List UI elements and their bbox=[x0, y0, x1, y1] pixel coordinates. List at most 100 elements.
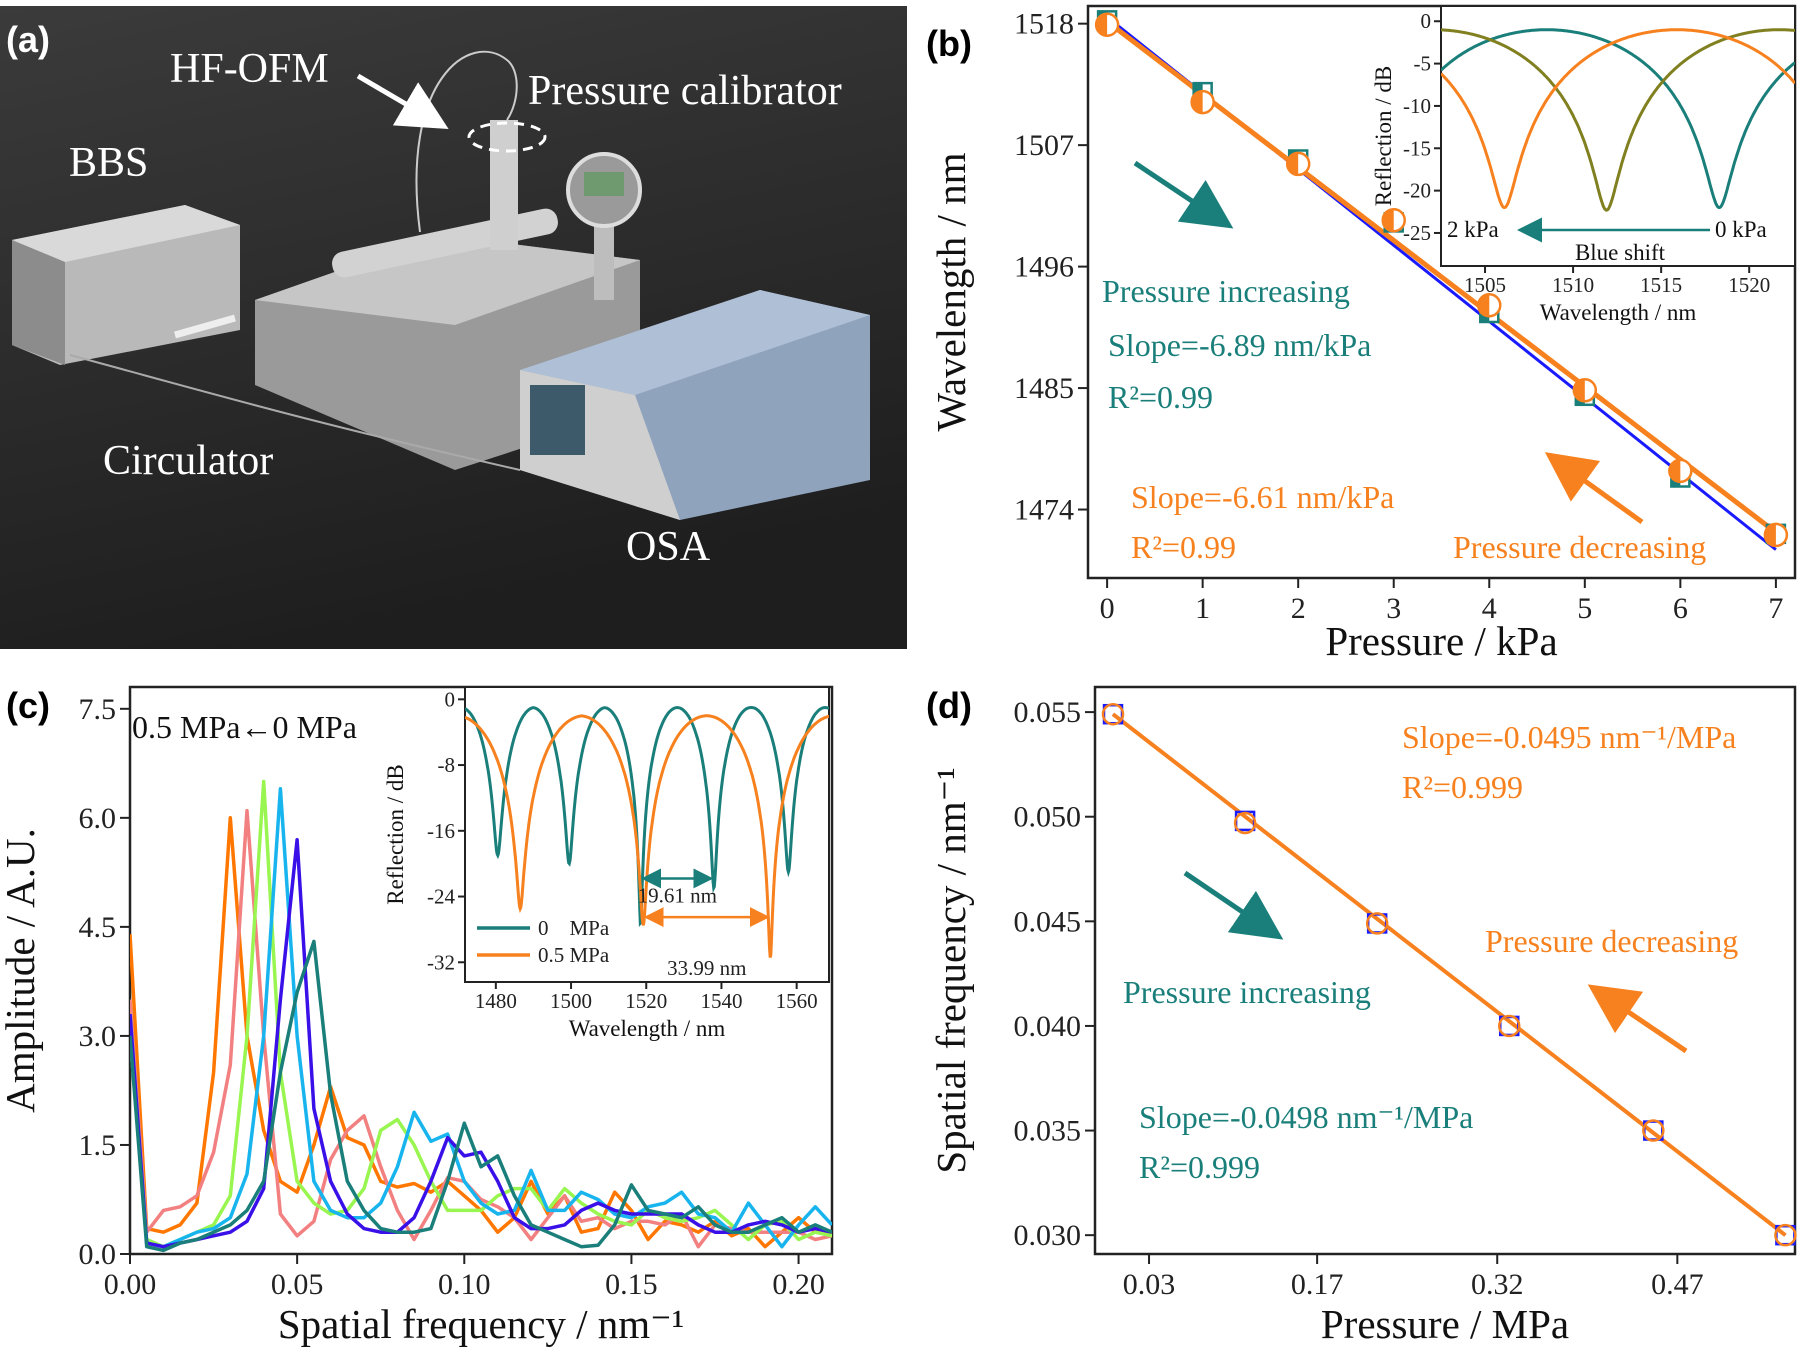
y-tick-label: 0 bbox=[445, 687, 456, 711]
y-tick-label: 0.045 bbox=[1014, 905, 1082, 938]
fit-line bbox=[1111, 712, 1787, 1237]
data-point-fill bbox=[1669, 459, 1681, 482]
panel-label-b: (b) bbox=[926, 23, 972, 64]
pressure-shift-label: 0.5 MPa←0 MPa bbox=[132, 709, 357, 745]
r2-decreasing-label: R²=0.999 bbox=[1402, 769, 1523, 805]
legend-label: 0 MPa bbox=[538, 916, 610, 940]
amplitude-series-3 bbox=[130, 779, 832, 1249]
chart-ci: 1480 1500 1520 1540 1560 0 -8 -16 -24 -32 Waveleng… bbox=[383, 686, 830, 1041]
x-tick-label: 0.32 bbox=[1471, 1268, 1524, 1301]
data-point-fill bbox=[1096, 13, 1108, 36]
y-tick-label: 0.0 bbox=[79, 1238, 117, 1271]
x-tick-label: 1540 bbox=[700, 989, 742, 1013]
circulator-device bbox=[174, 314, 236, 339]
data-point-circle bbox=[1101, 702, 1125, 726]
x-axis-title: Pressure / kPa bbox=[1325, 618, 1557, 664]
y-tick-label: 1474 bbox=[1014, 494, 1074, 527]
amplitude-series-4 bbox=[130, 787, 832, 1249]
r2-increasing-label: R²=0.99 bbox=[1108, 379, 1213, 415]
hf-ofm-highlight-ellipse bbox=[467, 121, 547, 153]
y-axis-title: Wavelength / nm bbox=[928, 152, 974, 431]
data-point-fill bbox=[1191, 91, 1203, 114]
data-point-fill bbox=[1478, 294, 1490, 317]
x-tick-label: 6 bbox=[1673, 592, 1688, 625]
y-tick-label: 7.5 bbox=[79, 693, 117, 726]
chart-d: 0.03 0.17 0.32 0.47 0.030 0.035 0.040 0.045 0.05… bbox=[928, 685, 1797, 1347]
x-axis-title: Wavelength / nm bbox=[1540, 300, 1697, 325]
y-tick-label: -16 bbox=[427, 819, 455, 843]
y-tick-label: 4.5 bbox=[79, 911, 117, 944]
x-tick-label: 0.20 bbox=[772, 1268, 825, 1301]
panel-label-c: (c) bbox=[6, 685, 50, 726]
plot-frame bbox=[1440, 5, 1796, 267]
y-axis-title: Spatial frequency / nm⁻¹ bbox=[928, 767, 974, 1173]
x-tick-label: 1 bbox=[1195, 592, 1210, 625]
y-tick-label: 0.040 bbox=[1014, 1010, 1082, 1043]
slope-increasing-label: Slope=-6.89 nm/kPa bbox=[1108, 327, 1371, 363]
x-axis-title: Wavelength / nm bbox=[569, 1016, 726, 1041]
x-tick-label: 4 bbox=[1482, 592, 1497, 625]
blue-shift-label: Blue shift bbox=[1575, 240, 1666, 265]
x-tick-label: 0.00 bbox=[104, 1268, 157, 1301]
y-tick-label: 6.0 bbox=[79, 802, 117, 835]
y-tick-label: 0.030 bbox=[1014, 1219, 1082, 1252]
y-axis-title: Amplitude / A.U. bbox=[0, 828, 43, 1113]
x-tick-label: 0.03 bbox=[1123, 1268, 1176, 1301]
y-tick-label: 3.0 bbox=[79, 1020, 117, 1053]
y-axis-title: Reflection / dB bbox=[1371, 66, 1396, 207]
data-point-fill bbox=[1382, 209, 1394, 232]
data-point-circle bbox=[1233, 811, 1257, 835]
pressure-decreasing-arrow bbox=[1587, 984, 1688, 1054]
panel-a-setup-render: HF-OFM Pressure calibrator BBS Circulato… bbox=[0, 6, 907, 649]
pressure-calibrator-label: Pressure calibrator bbox=[528, 68, 842, 114]
pressure-increasing-label: Pressure increasing bbox=[1102, 273, 1350, 309]
x-tick-label: 1520 bbox=[1728, 273, 1770, 297]
x-tick-label: 0.05 bbox=[271, 1268, 324, 1301]
data-point-circle bbox=[1365, 912, 1389, 935]
pressure-decreasing-arrow bbox=[1544, 452, 1644, 525]
x-axis-title: Spatial frequency / nm⁻¹ bbox=[278, 1301, 684, 1347]
y-tick-label: -25 bbox=[1403, 221, 1431, 245]
data-point-fill bbox=[1764, 523, 1776, 546]
data-point-fill bbox=[1573, 379, 1585, 402]
fsr-label: 19.61 nm bbox=[638, 883, 717, 907]
spectrum-line bbox=[465, 705, 829, 927]
chart-bi: 1505 1510 1515 1520 0 -5 -10 -15 -20 -25 Wavelengt… bbox=[1371, 5, 1796, 325]
amplitude-series-5 bbox=[130, 837, 832, 1249]
x-tick-label: 7 bbox=[1768, 592, 1783, 625]
x-tick-label: 0.17 bbox=[1291, 1268, 1344, 1301]
x-tick-label: 1480 bbox=[475, 989, 517, 1013]
label-2kpa: 2 kPa bbox=[1447, 217, 1499, 242]
data-point-circle bbox=[1774, 1223, 1797, 1247]
pressure-increasing-arrow bbox=[1183, 870, 1284, 940]
y-tick-label: -8 bbox=[438, 753, 456, 777]
amplitude-series-6 bbox=[130, 939, 832, 1253]
fiber bbox=[415, 50, 518, 233]
y-tick-label: 1507 bbox=[1014, 129, 1074, 162]
x-tick-label: 0.15 bbox=[605, 1268, 658, 1301]
y-tick-label: 1518 bbox=[1014, 8, 1074, 41]
charts: 0 1 2 3 4 5 6 7 1474 1485 1496 1507 1518 Pressure / k… bbox=[0, 4, 1797, 1347]
x-tick-label: 0 bbox=[1100, 592, 1115, 625]
x-tick-label: 1500 bbox=[550, 989, 592, 1013]
y-tick-label: -15 bbox=[1403, 136, 1431, 160]
y-tick-label: -32 bbox=[427, 950, 455, 974]
y-tick-label: 0.050 bbox=[1014, 801, 1082, 834]
y-tick-label: 1496 bbox=[1014, 251, 1074, 284]
pressure-decreasing-label: Pressure decreasing bbox=[1485, 923, 1738, 959]
circulator-label: Circulator bbox=[103, 438, 273, 484]
osa-device bbox=[520, 290, 870, 520]
pressure-decreasing-label: Pressure decreasing bbox=[1453, 529, 1706, 565]
x-axis-title: Pressure / MPa bbox=[1321, 1301, 1569, 1347]
plot-frame bbox=[464, 686, 830, 983]
x-tick-label: 2 bbox=[1291, 592, 1306, 625]
bbs-device bbox=[12, 205, 240, 365]
pressure-increasing-arrow bbox=[1133, 160, 1234, 229]
slope-increasing-label: Slope=-0.0498 nm⁻¹/MPa bbox=[1139, 1099, 1473, 1135]
x-tick-label: 0.47 bbox=[1651, 1268, 1704, 1301]
fit-line bbox=[1105, 19, 1778, 535]
y-tick-label: -20 bbox=[1403, 179, 1431, 203]
slope-decreasing-label: Slope=-0.0495 nm⁻¹/MPa bbox=[1402, 719, 1736, 755]
label-0kpa: 0 kPa bbox=[1715, 217, 1767, 242]
